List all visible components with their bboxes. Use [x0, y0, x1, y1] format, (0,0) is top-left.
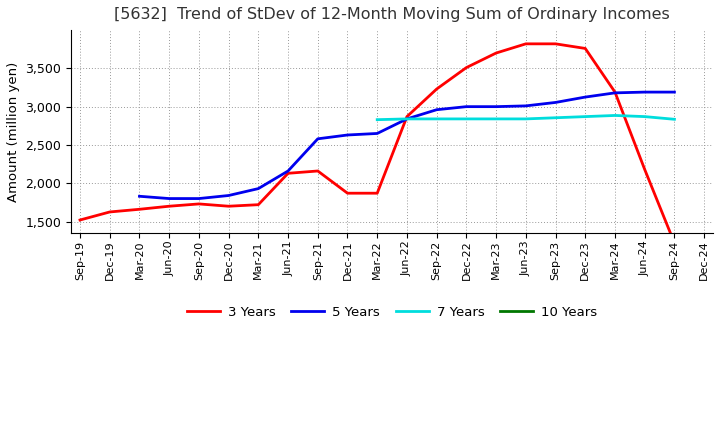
7 Years: [402, 116, 411, 121]
3 Years: [76, 217, 84, 223]
3 Years: [194, 201, 203, 206]
7 Years: [492, 116, 500, 121]
7 Years: [373, 117, 382, 122]
3 Years: [373, 191, 382, 196]
7 Years: [432, 116, 441, 121]
5 Years: [402, 116, 411, 121]
3 Years: [521, 41, 530, 47]
3 Years: [284, 171, 292, 176]
3 Years: [313, 169, 322, 174]
3 Years: [135, 207, 144, 212]
5 Years: [135, 194, 144, 199]
5 Years: [194, 196, 203, 201]
7 Years: [521, 116, 530, 121]
5 Years: [284, 169, 292, 174]
Line: 3 Years: 3 Years: [80, 44, 675, 243]
3 Years: [462, 65, 471, 70]
Legend: 3 Years, 5 Years, 7 Years, 10 Years: 3 Years, 5 Years, 7 Years, 10 Years: [181, 301, 603, 324]
Line: 5 Years: 5 Years: [140, 92, 675, 198]
3 Years: [165, 204, 174, 209]
5 Years: [492, 104, 500, 109]
5 Years: [640, 89, 649, 95]
5 Years: [432, 107, 441, 112]
Y-axis label: Amount (million yen): Amount (million yen): [7, 62, 20, 202]
7 Years: [640, 114, 649, 119]
3 Years: [581, 46, 590, 51]
5 Years: [611, 90, 619, 95]
7 Years: [670, 117, 679, 122]
3 Years: [343, 191, 352, 196]
5 Years: [254, 186, 263, 191]
3 Years: [492, 51, 500, 56]
3 Years: [254, 202, 263, 207]
3 Years: [225, 204, 233, 209]
5 Years: [313, 136, 322, 141]
5 Years: [552, 100, 560, 105]
3 Years: [640, 167, 649, 172]
3 Years: [611, 89, 619, 95]
7 Years: [462, 116, 471, 121]
7 Years: [552, 115, 560, 121]
5 Years: [462, 104, 471, 109]
Title: [5632]  Trend of StDev of 12-Month Moving Sum of Ordinary Incomes: [5632] Trend of StDev of 12-Month Moving…: [114, 7, 670, 22]
5 Years: [373, 131, 382, 136]
7 Years: [581, 114, 590, 119]
5 Years: [581, 95, 590, 100]
5 Years: [225, 193, 233, 198]
3 Years: [552, 41, 560, 47]
Line: 7 Years: 7 Years: [377, 115, 675, 120]
5 Years: [670, 89, 679, 95]
5 Years: [165, 196, 174, 201]
7 Years: [611, 113, 619, 118]
3 Years: [402, 114, 411, 119]
5 Years: [521, 103, 530, 109]
3 Years: [670, 240, 679, 246]
3 Years: [105, 209, 114, 215]
3 Years: [432, 86, 441, 92]
5 Years: [343, 132, 352, 138]
